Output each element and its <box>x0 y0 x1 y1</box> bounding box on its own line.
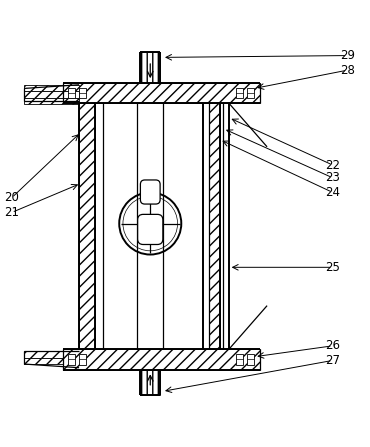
Bar <box>68 354 75 365</box>
Text: 24: 24 <box>326 186 340 199</box>
Bar <box>24 358 79 364</box>
Bar <box>79 88 86 98</box>
Text: 25: 25 <box>326 261 340 274</box>
Bar <box>236 88 243 98</box>
Text: 26: 26 <box>326 339 340 352</box>
Text: 28: 28 <box>340 63 355 77</box>
Bar <box>140 370 160 395</box>
Bar <box>79 103 95 350</box>
Text: 29: 29 <box>340 49 355 62</box>
Bar <box>140 52 160 83</box>
Bar <box>24 351 79 358</box>
Bar <box>236 354 243 365</box>
Bar <box>79 354 86 365</box>
Bar <box>209 103 220 350</box>
Bar <box>63 350 260 370</box>
Bar <box>63 83 260 103</box>
Text: 20: 20 <box>4 191 19 204</box>
Bar <box>24 98 79 105</box>
Text: 23: 23 <box>326 171 340 184</box>
Text: 22: 22 <box>326 159 340 172</box>
Bar <box>247 88 254 98</box>
Bar <box>24 85 79 91</box>
FancyBboxPatch shape <box>140 180 160 204</box>
Bar <box>68 88 75 98</box>
FancyBboxPatch shape <box>138 215 163 245</box>
Bar <box>24 91 79 98</box>
Text: 21: 21 <box>4 206 19 219</box>
Text: 27: 27 <box>326 354 340 367</box>
Bar <box>247 354 254 365</box>
